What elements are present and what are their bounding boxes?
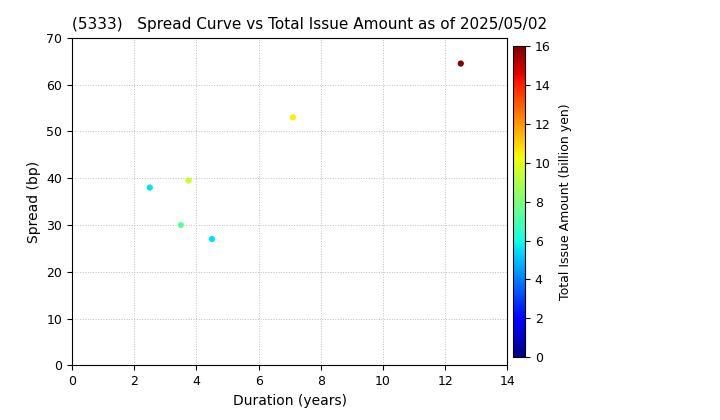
Text: (5333)   Spread Curve vs Total Issue Amount as of 2025/05/02: (5333) Spread Curve vs Total Issue Amoun… — [72, 18, 547, 32]
Point — [175, 222, 186, 228]
Point — [455, 60, 467, 67]
X-axis label: Duration (years): Duration (years) — [233, 394, 347, 408]
Y-axis label: Spread (bp): Spread (bp) — [27, 160, 41, 243]
Point — [287, 114, 299, 121]
Point — [183, 177, 194, 184]
Point — [206, 236, 217, 242]
Point — [144, 184, 156, 191]
Y-axis label: Total Issue Amount (billion yen): Total Issue Amount (billion yen) — [559, 103, 572, 300]
